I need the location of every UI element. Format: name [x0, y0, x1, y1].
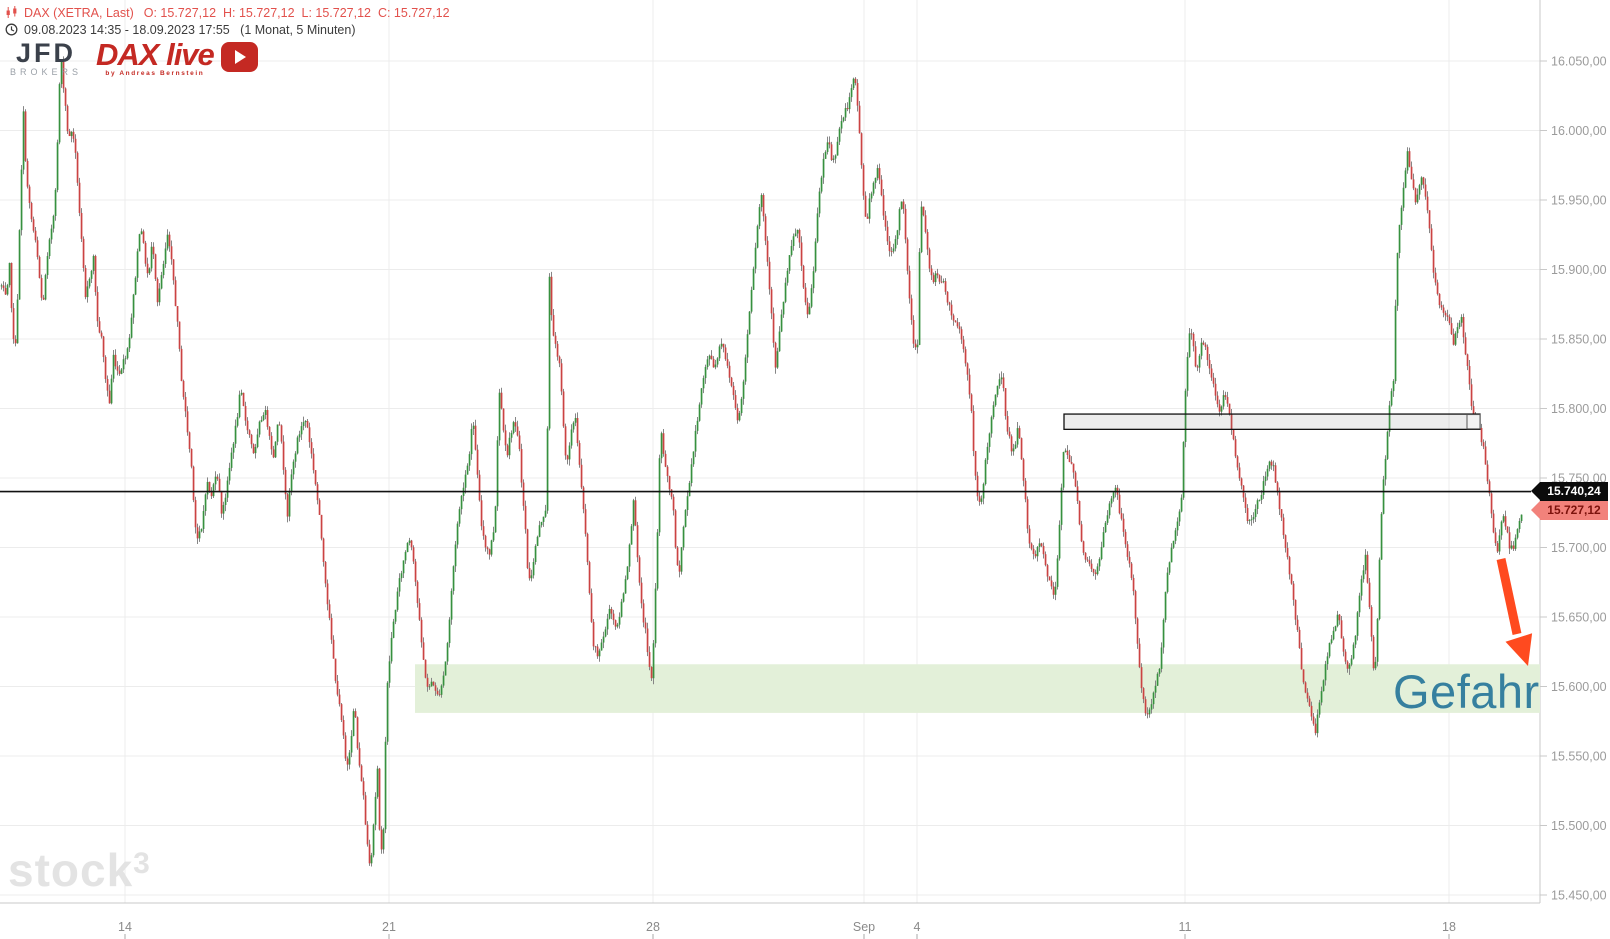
- resistance-box-handle[interactable]: [1466, 414, 1481, 430]
- date-range-label: 09.08.2023 14:35 - 18.09.2023 17:55 (1 M…: [24, 22, 356, 37]
- jfd-logo: JFD BROKERS: [10, 38, 83, 78]
- y-axis-label: 16.050,00: [1551, 55, 1607, 69]
- last-price-value: 15.727,12: [1547, 503, 1601, 517]
- y-axis-label: 15.800,00: [1551, 402, 1607, 416]
- price-line-value: 15.740,24: [1547, 484, 1601, 498]
- y-axis-label: 15.500,00: [1551, 819, 1607, 833]
- warning-arrow-shaft: [1496, 558, 1522, 635]
- tag-arrow-left-icon: [1531, 501, 1540, 519]
- warning-arrow-head-icon: [1505, 633, 1533, 666]
- resistance-box[interactable]: [1063, 413, 1481, 430]
- x-axis-label: 14: [118, 920, 132, 934]
- clock-icon: [5, 23, 18, 36]
- watermark-text: stock: [8, 844, 134, 896]
- y-axis-label: 15.550,00: [1551, 750, 1607, 764]
- candlestick-icon: [6, 6, 17, 18]
- candles-down: [2, 61, 1515, 864]
- last-price-tag: 15.727,12: [1531, 501, 1608, 520]
- youtube-play-icon[interactable]: [220, 42, 258, 72]
- dax-live-byline: by Andreas Bernstein: [105, 70, 205, 77]
- stock3-watermark: stock3: [8, 843, 150, 897]
- y-axis-label: 15.650,00: [1551, 611, 1607, 625]
- dax-live-text: DAX live: [96, 37, 215, 72]
- y-axis-label: 16.000,00: [1551, 124, 1607, 138]
- ohlc-values: O: 15.727,12 H: 15.727,12 L: 15.727,12 C…: [143, 5, 450, 20]
- y-axis-label: 15.450,00: [1551, 889, 1607, 903]
- grid: [0, 0, 1540, 903]
- x-axis-label: 28: [646, 920, 660, 934]
- range-line: 09.08.2023 14:35 - 18.09.2023 17:55 (1 M…: [5, 21, 450, 38]
- symbol-line: DAX (XETRA, Last) O: 15.727,12 H: 15.727,…: [5, 4, 450, 21]
- chart-header: DAX (XETRA, Last) O: 15.727,12 H: 15.727,…: [5, 4, 450, 38]
- x-axis-label: 18: [1442, 920, 1456, 934]
- jfd-logo-text: JFD: [16, 38, 77, 68]
- y-axis-label: 15.850,00: [1551, 333, 1607, 347]
- candles-up: [0, 61, 1523, 864]
- play-triangle-icon: [234, 50, 246, 64]
- branding-block: JFD BROKERS DAX live by Andreas Bernstei…: [10, 37, 258, 78]
- x-axis-label: 21: [382, 920, 396, 934]
- symbol-label: DAX (XETRA, Last): [24, 5, 134, 20]
- tag-arrow-left-icon: [1531, 482, 1540, 500]
- jfd-brokers-label: BROKERS: [10, 67, 83, 77]
- gefahr-annotation: Gefahr: [1393, 665, 1540, 718]
- price-line-tag: 15.740,24: [1531, 482, 1608, 501]
- y-axis-label: 15.700,00: [1551, 541, 1607, 555]
- x-axis-label: 4: [914, 920, 921, 934]
- x-axis-label: Sep: [853, 920, 875, 934]
- y-axis-label: 15.900,00: [1551, 263, 1607, 277]
- watermark-sup: 3: [133, 847, 150, 880]
- y-axis-label: 15.950,00: [1551, 194, 1607, 208]
- support-zone[interactable]: [415, 664, 1540, 713]
- x-axis-label: 11: [1179, 920, 1192, 934]
- y-axis-label: 15.600,00: [1551, 680, 1607, 694]
- candle-wicks: [1, 56, 1522, 867]
- dax-live-logo: DAX live by Andreas Bernstein: [96, 37, 215, 77]
